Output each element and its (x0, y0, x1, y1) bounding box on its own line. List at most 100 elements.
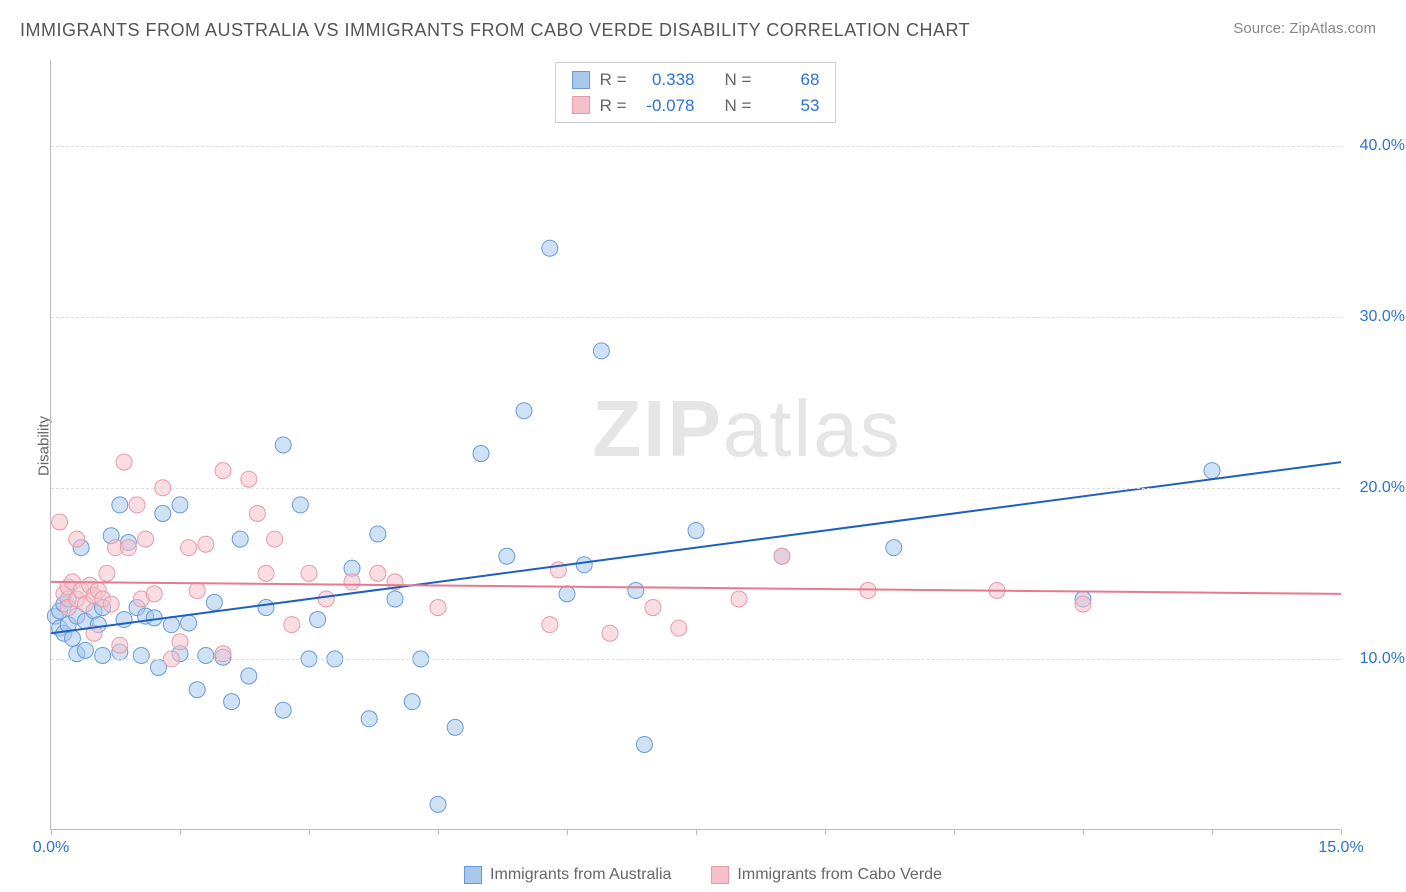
scatter-point-australia (576, 557, 592, 573)
scatter-point-cabo_verde (198, 536, 214, 552)
ytick-label: 10.0% (1360, 650, 1405, 668)
stats-row-australia: R = 0.338 N = 68 (572, 67, 820, 93)
scatter-point-australia (593, 343, 609, 359)
legend-label-cabo-verde: Immigrants from Cabo Verde (737, 866, 942, 884)
r-value-cabo-verde: -0.078 (637, 93, 695, 119)
r-label: R = (600, 67, 627, 93)
scatter-point-cabo_verde (267, 531, 283, 547)
scatter-point-cabo_verde (774, 548, 790, 564)
xtick (1083, 829, 1084, 835)
scatter-point-australia (361, 711, 377, 727)
scatter-point-cabo_verde (116, 454, 132, 470)
scatter-point-cabo_verde (129, 497, 145, 513)
scatter-point-australia (224, 694, 240, 710)
scatter-point-cabo_verde (671, 620, 687, 636)
scatter-point-cabo_verde (731, 591, 747, 607)
scatter-point-cabo_verde (181, 540, 197, 556)
scatter-point-cabo_verde (249, 505, 265, 521)
scatter-point-cabo_verde (189, 582, 205, 598)
swatch-cabo-verde (572, 96, 590, 114)
scatter-point-cabo_verde (430, 600, 446, 616)
legend-label-australia: Immigrants from Australia (490, 866, 671, 884)
xtick (825, 829, 826, 835)
scatter-point-australia (275, 437, 291, 453)
scatter-point-cabo_verde (146, 586, 162, 602)
scatter-point-cabo_verde (542, 617, 558, 633)
gridline (51, 488, 1340, 489)
scatter-point-cabo_verde (99, 565, 115, 581)
scatter-point-cabo_verde (138, 531, 154, 547)
trend-line-cabo_verde (51, 582, 1341, 594)
scatter-point-australia (65, 630, 81, 646)
swatch-australia (572, 71, 590, 89)
xtick (438, 829, 439, 835)
scatter-point-australia (155, 505, 171, 521)
legend-swatch-australia (464, 866, 482, 884)
xtick (1212, 829, 1213, 835)
scatter-point-australia (95, 647, 111, 663)
legend-swatch-cabo-verde (711, 866, 729, 884)
scatter-point-australia (688, 523, 704, 539)
source-name: ZipAtlas.com (1289, 20, 1376, 37)
scatter-plot-svg (51, 60, 1340, 829)
scatter-point-australia (310, 612, 326, 628)
scatter-point-australia (241, 668, 257, 684)
n-value-australia: 68 (761, 67, 819, 93)
xtick (954, 829, 955, 835)
xtick-label: 0.0% (33, 839, 69, 857)
scatter-point-cabo_verde (344, 574, 360, 590)
scatter-point-australia (559, 586, 575, 602)
gridline (51, 659, 1340, 660)
scatter-point-australia (1204, 463, 1220, 479)
scatter-point-australia (404, 694, 420, 710)
scatter-point-cabo_verde (1075, 596, 1091, 612)
correlation-stats-box: R = 0.338 N = 68 R = -0.078 N = 53 (555, 62, 837, 123)
n-label: N = (725, 67, 752, 93)
scatter-point-australia (258, 600, 274, 616)
xtick (1341, 829, 1342, 835)
scatter-point-cabo_verde (69, 531, 85, 547)
scatter-point-australia (189, 682, 205, 698)
scatter-point-cabo_verde (120, 540, 136, 556)
scatter-point-cabo_verde (258, 565, 274, 581)
scatter-point-australia (181, 615, 197, 631)
scatter-point-australia (387, 591, 403, 607)
legend: Immigrants from Australia Immigrants fro… (464, 866, 942, 884)
scatter-point-australia (628, 582, 644, 598)
xtick (696, 829, 697, 835)
scatter-point-cabo_verde (284, 617, 300, 633)
scatter-point-australia (370, 526, 386, 542)
scatter-point-australia (636, 736, 652, 752)
ytick-label: 30.0% (1360, 308, 1405, 326)
scatter-point-australia (232, 531, 248, 547)
scatter-point-cabo_verde (52, 514, 68, 530)
scatter-point-australia (163, 617, 179, 633)
scatter-point-australia (516, 403, 532, 419)
chart-container: IMMIGRANTS FROM AUSTRALIA VS IMMIGRANTS … (0, 0, 1406, 892)
scatter-point-cabo_verde (112, 637, 128, 653)
scatter-point-australia (172, 497, 188, 513)
r-label: R = (600, 93, 627, 119)
scatter-point-australia (447, 719, 463, 735)
xtick (309, 829, 310, 835)
scatter-point-australia (206, 594, 222, 610)
xtick (180, 829, 181, 835)
scatter-point-cabo_verde (215, 463, 231, 479)
chart-title: IMMIGRANTS FROM AUSTRALIA VS IMMIGRANTS … (20, 20, 970, 41)
scatter-point-cabo_verde (645, 600, 661, 616)
scatter-point-australia (473, 446, 489, 462)
xtick (51, 829, 52, 835)
scatter-point-australia (133, 647, 149, 663)
scatter-point-australia (430, 796, 446, 812)
source-label: Source: (1233, 20, 1285, 37)
scatter-point-australia (292, 497, 308, 513)
scatter-point-cabo_verde (172, 634, 188, 650)
scatter-point-australia (542, 240, 558, 256)
scatter-point-cabo_verde (103, 596, 119, 612)
scatter-point-australia (112, 497, 128, 513)
n-value-cabo-verde: 53 (761, 93, 819, 119)
plot-area: ZIPatlas R = 0.338 N = 68 R = -0.078 N =… (50, 60, 1340, 830)
scatter-point-australia (886, 540, 902, 556)
ytick-label: 20.0% (1360, 479, 1405, 497)
scatter-point-cabo_verde (602, 625, 618, 641)
